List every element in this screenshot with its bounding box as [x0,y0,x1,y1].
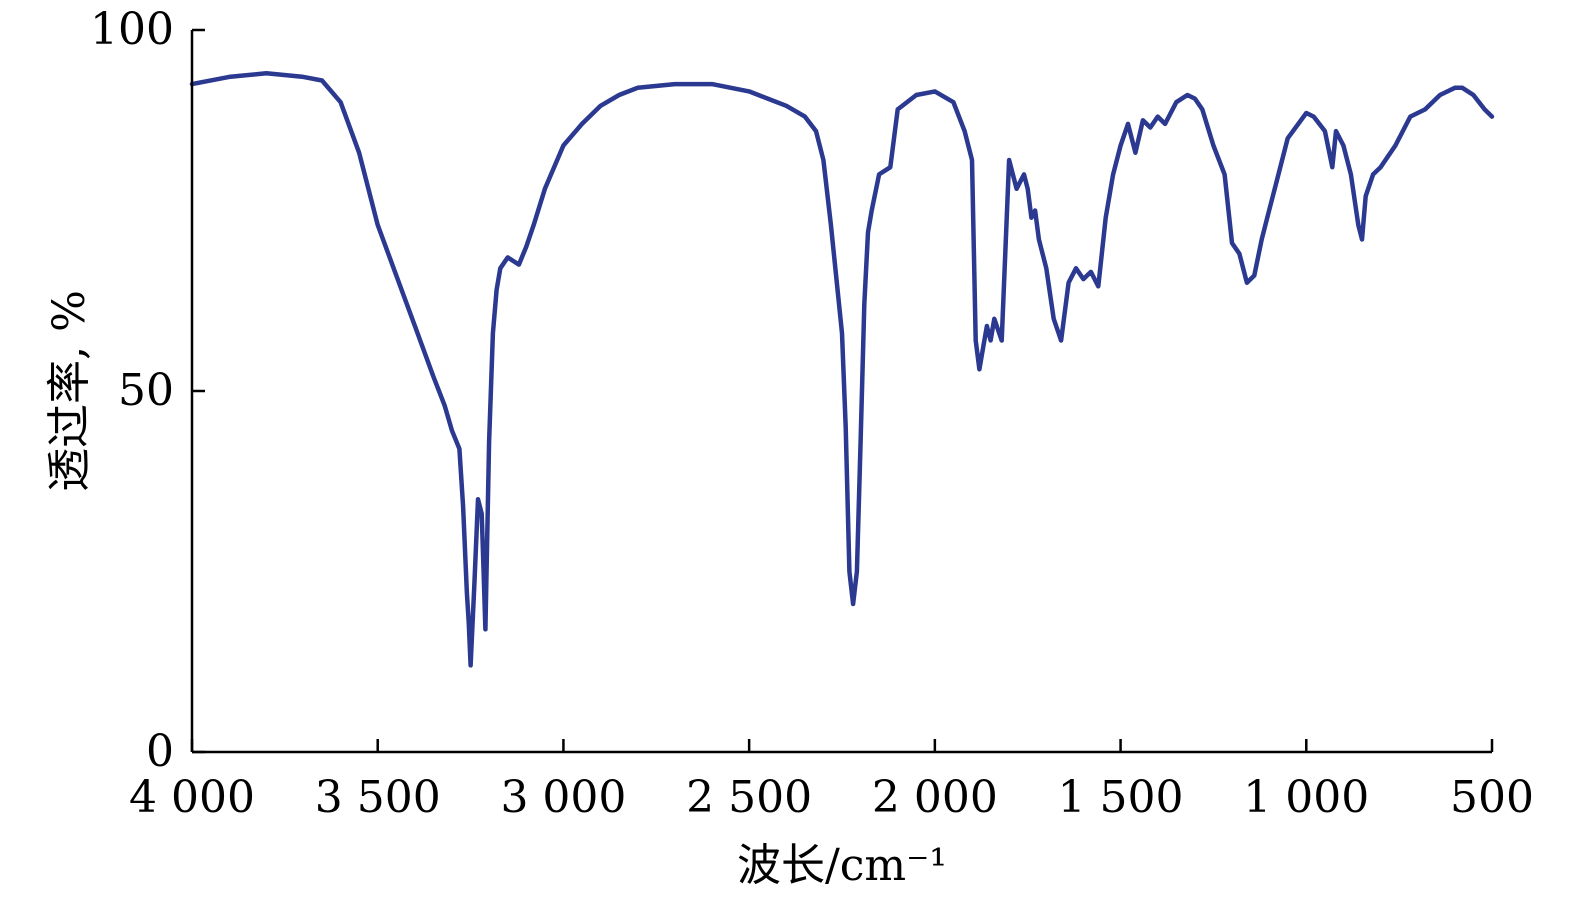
y-tick-label: 0 [146,726,174,777]
x-tick-label: 2 000 [872,772,998,823]
x-axis-label: 波长/cm⁻¹ [737,840,947,891]
y-tick-label: 100 [90,4,174,55]
x-tick-label: 3 500 [315,772,441,823]
transmittance-series-line [189,71,1495,668]
x-tick-label: 1 000 [1243,772,1369,823]
y-axis-label: 透过率, % [44,290,95,492]
x-tick-label: 4 000 [129,772,255,823]
plot-area [189,71,1495,668]
x-tick-label: 1 500 [1058,772,1184,823]
x-axis-ticks: 4 000 3 500 3 000 2 500 2 000 1 500 1 000 500 [129,739,1534,823]
y-axis-ticks: 0 50 100 [90,4,205,777]
x-tick-label: 2 500 [686,772,812,823]
y-tick-label: 50 [118,365,174,416]
x-tick-label: 3 000 [500,772,626,823]
x-tick-label: 500 [1450,772,1534,823]
